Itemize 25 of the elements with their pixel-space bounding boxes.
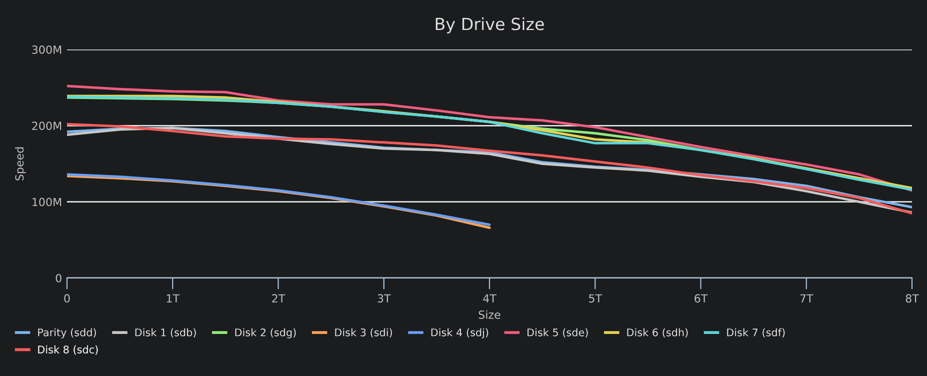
legend-label: Disk 5 (sde) (528, 328, 588, 338)
legend-label: Disk 2 (sdg) (235, 328, 296, 338)
x-tick-label: 6T (694, 294, 708, 303)
legend-label: Disk 7 (sdf) (727, 328, 785, 338)
y-tick-label: 200M (32, 122, 62, 130)
legend-label: Disk 1 (sdb) (135, 328, 196, 338)
x-tick-label: 4T (483, 294, 496, 302)
y-tick-label: 300M (32, 45, 62, 54)
x-tick-label: 2T (272, 294, 286, 302)
x-axis-title: Size (478, 310, 500, 319)
y-tick-label: 100M (32, 198, 62, 206)
legend-label: Disk 6 (sdh) (627, 328, 688, 338)
x-tick-label: 1T (166, 294, 180, 302)
legend-label: Disk 8 (sdc) (38, 345, 98, 355)
x-tick-label: 0 (64, 294, 70, 303)
y-tick-label: 0 (56, 274, 62, 282)
legend-label: Disk 4 (sdj) (431, 328, 488, 338)
x-tick-label: 8T (906, 294, 919, 303)
legend-label: Parity (sdd) (38, 328, 96, 338)
x-tick-label: 5T (589, 294, 602, 303)
y-axis-title: Speed (15, 147, 26, 180)
chart-title: By Drive Size (436, 17, 544, 34)
legend-label: Disk 3 (sdi) (335, 328, 392, 338)
x-tick-label: 3T (378, 294, 391, 303)
x-tick-label: 7T (800, 294, 814, 302)
